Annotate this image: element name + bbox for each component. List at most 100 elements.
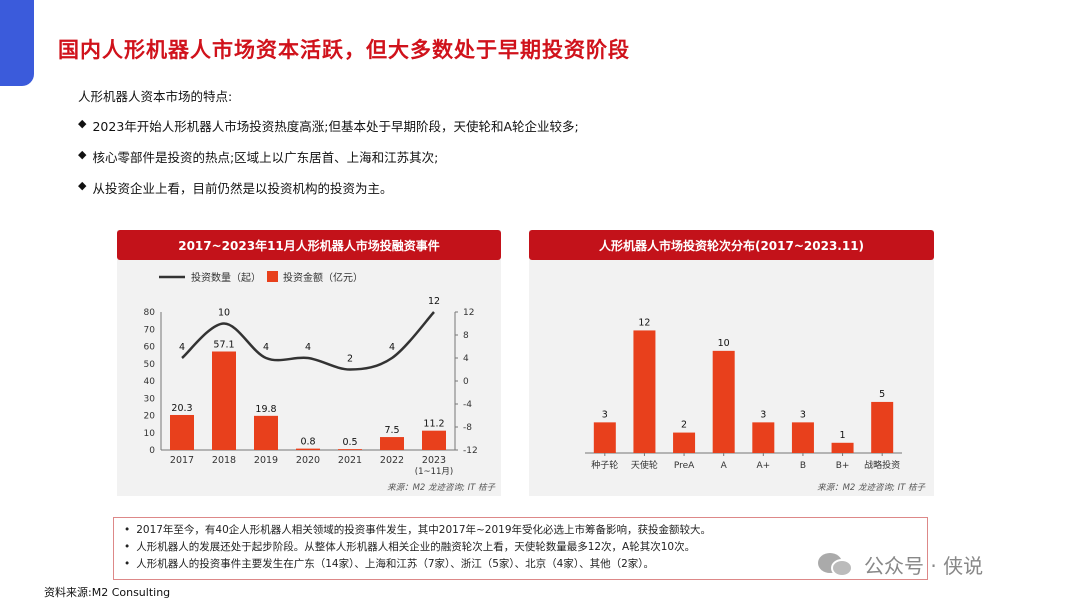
x-tick-label: 2023	[422, 455, 446, 466]
bar-data-label: 0.8	[300, 437, 315, 448]
page-title: 国内人形机器人市场资本活跃，但大多数处于早期投资阶段	[58, 38, 630, 62]
x-tick-label: 2022	[380, 455, 404, 466]
bar-data-label: 11.2	[423, 419, 444, 430]
legend-label: 投资金额（亿元）	[283, 271, 363, 284]
diamond-bullet-icon: ◆	[78, 179, 87, 192]
bar-data-label: 19.8	[255, 404, 276, 415]
right-axis-tick-label: -8	[463, 423, 472, 433]
note-text: 人形机器人的投资事件主要发生在广东（14家）、上海和江苏（7家）、浙江（5家）、…	[136, 558, 655, 570]
left-axis-tick-label: 20	[144, 412, 156, 422]
left-axis-tick-label: 80	[144, 308, 156, 318]
right-axis-tick-label: 0	[463, 377, 469, 387]
dot-bullet-icon: •	[124, 541, 131, 553]
right-axis-tick-label: 8	[463, 331, 469, 341]
accent-bar	[0, 0, 34, 86]
x-tick-label: 天使轮	[631, 459, 658, 471]
x-tick-sublabel: (1~11月)	[415, 467, 453, 477]
chart-source: 来源：M2 龙迹咨询; IT 桔子	[387, 482, 495, 493]
bar	[338, 449, 362, 450]
bar-data-label: 3	[760, 409, 766, 420]
watermark: 公众号 · 侠说	[818, 550, 983, 579]
line-data-label: 10	[218, 308, 230, 319]
x-tick-label: B+	[836, 461, 850, 471]
note-text: 2017年至今，有40企人形机器人相关领域的投资事件发生，其中2017年~201…	[136, 524, 712, 536]
x-tick-label: 2017	[170, 455, 194, 466]
bar-data-label: 20.3	[171, 403, 192, 414]
right-axis-tick-label: 12	[463, 308, 474, 318]
bullet-item: ◆ 2023年开始人形机器人市场投资热度高涨;但基本处于早期阶段，天使轮和A轮企…	[78, 116, 579, 147]
left-axis-tick-label: 50	[144, 360, 156, 370]
bar-data-label: 57.1	[213, 340, 234, 351]
diamond-bullet-icon: ◆	[78, 117, 87, 130]
note-text: 人形机器人的发展还处于起步阶段。从整体人形机器人相关企业的融资轮次上看，天使轮数…	[136, 541, 696, 553]
bullet-text: 从投资企业上看，目前仍然是以投资机构的投资为主。	[92, 181, 393, 196]
line-data-label: 4	[179, 342, 185, 353]
bullet-text: 2023年开始人形机器人市场投资热度高涨;但基本处于早期阶段，天使轮和A轮企业较…	[92, 119, 579, 134]
bar	[296, 448, 320, 450]
round-distribution-chart-title: 人形机器人市场投资轮次分布(2017~2023.11)	[529, 230, 934, 260]
dot-bullet-icon: •	[124, 524, 131, 536]
bullet-list: ◆ 2023年开始人形机器人市场投资热度高涨;但基本处于早期阶段，天使轮和A轮企…	[78, 116, 579, 209]
x-tick-label: 种子轮	[591, 459, 618, 471]
x-tick-label: A+	[756, 461, 770, 471]
line-data-label: 4	[389, 342, 395, 353]
bar	[871, 401, 894, 453]
line-data-label: 4	[305, 342, 311, 353]
investment-events-chart-title: 2017~2023年11月人形机器人市场投融资事件	[117, 230, 501, 260]
notes-box: • 2017年至今，有40企人形机器人相关领域的投资事件发生，其中2017年~20…	[113, 517, 928, 580]
bar-data-label: 1	[840, 430, 846, 441]
bar-data-label: 3	[602, 409, 608, 420]
right-axis-tick-label: -12	[463, 446, 478, 456]
x-tick-label: 2020	[296, 455, 320, 466]
watermark-text: 公众号 · 侠说	[864, 554, 984, 578]
x-tick-label: 2018	[212, 455, 236, 466]
line-data-label: 12	[428, 296, 440, 307]
bar	[254, 415, 278, 450]
bar-data-label: 10	[718, 338, 730, 349]
wechat-icon	[818, 551, 854, 579]
bar-data-label: 12	[638, 317, 650, 328]
bar-data-label: 2	[681, 420, 687, 431]
chart-source: 来源：M2 龙迹咨询; IT 桔子	[817, 482, 925, 493]
x-tick-label: PreA	[674, 461, 695, 471]
left-axis-tick-label: 40	[144, 377, 156, 387]
bullet-item: ◆ 从投资企业上看，目前仍然是以投资机构的投资为主。	[78, 178, 579, 209]
diamond-bullet-icon: ◆	[78, 148, 87, 161]
bar	[831, 442, 854, 453]
bar-data-label: 0.5	[342, 437, 357, 448]
line-data-label: 2	[347, 354, 353, 365]
right-axis-tick-label: 4	[463, 354, 469, 364]
bar	[170, 414, 194, 450]
left-axis-tick-label: 10	[144, 429, 156, 439]
x-tick-label: 2021	[338, 455, 362, 466]
bar	[422, 430, 446, 450]
note-item: • 人形机器人的发展还处于起步阶段。从整体人形机器人相关企业的融资轮次上看，天使轮…	[124, 539, 917, 556]
legend-label: 投资数量（起）	[191, 271, 261, 284]
dot-bullet-icon: •	[124, 558, 131, 570]
bar	[593, 422, 616, 453]
x-tick-label: 2019	[254, 455, 278, 466]
note-item: • 人形机器人的投资事件主要发生在广东（14家）、上海和江苏（7家）、浙江（5家）…	[124, 556, 917, 573]
bar	[633, 330, 656, 453]
left-axis-tick-label: 70	[144, 325, 156, 335]
bullet-item: ◆ 核心零部件是投资的热点;区域上以广东居首、上海和江苏其次;	[78, 147, 579, 178]
investment-events-chart: 投资数量（起） 投资金额（亿元）01020304050607080-12-8-40…	[144, 271, 495, 493]
legend-bar-swatch	[267, 271, 278, 282]
bar-data-label: 5	[879, 389, 885, 400]
bar	[380, 437, 404, 450]
investment-events-chart-panel: 投资数量（起） 投资金额（亿元） 0 10 20 30 40 50 60 70 80 -12 -8 -4 0…	[117, 230, 501, 496]
bar	[212, 351, 236, 450]
round-distribution-chart-panel: 3 种子轮 12 天使轮 2 PreA 10 A 3 A+ 3 B 1 B+ 5 战略投资 来源：M2 龙迹咨询…	[529, 230, 934, 496]
bar	[752, 422, 775, 453]
line-data-label: 4	[263, 342, 269, 353]
x-tick-label: A	[721, 461, 728, 471]
footer-source: 资料来源:M2 Consulting	[44, 586, 171, 599]
intro-text: 人形机器人资本市场的特点:	[78, 89, 233, 104]
left-axis-tick-label: 60	[144, 343, 156, 353]
x-tick-label: B	[800, 461, 806, 471]
left-axis-tick-label: 30	[144, 394, 156, 404]
bar-data-label: 7.5	[384, 425, 399, 436]
note-item: • 2017年至今，有40企人形机器人相关领域的投资事件发生，其中2017年~20…	[124, 522, 917, 539]
bar	[673, 432, 696, 453]
left-axis-tick-label: 0	[149, 446, 155, 456]
